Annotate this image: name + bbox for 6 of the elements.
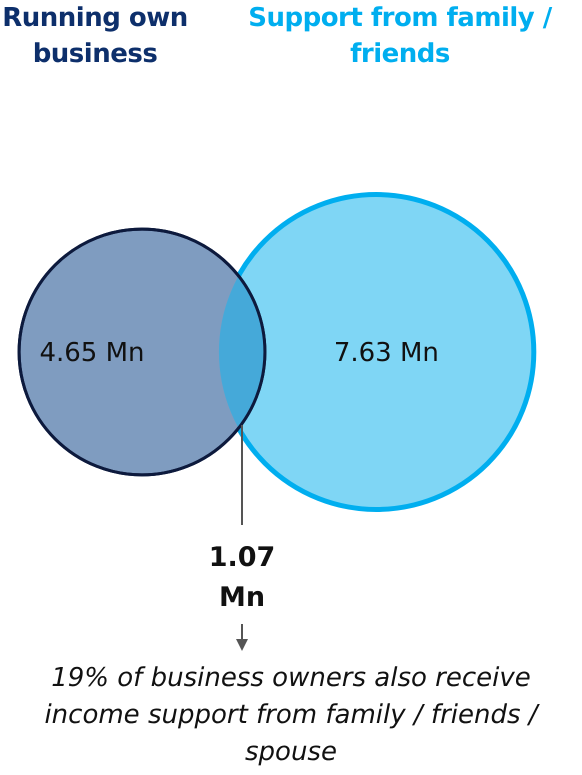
data-label: 1.07 Mn: [208, 542, 276, 613]
category-label: Support from family / friends: [247, 2, 554, 71]
data-label: 4.65 Mn: [39, 338, 145, 368]
category-label: Running own business: [1, 2, 189, 71]
data-label: 7.63 Mn: [334, 338, 439, 368]
text: 19% of business owners also receive income support from family / friends / spouse: [44, 663, 538, 767]
